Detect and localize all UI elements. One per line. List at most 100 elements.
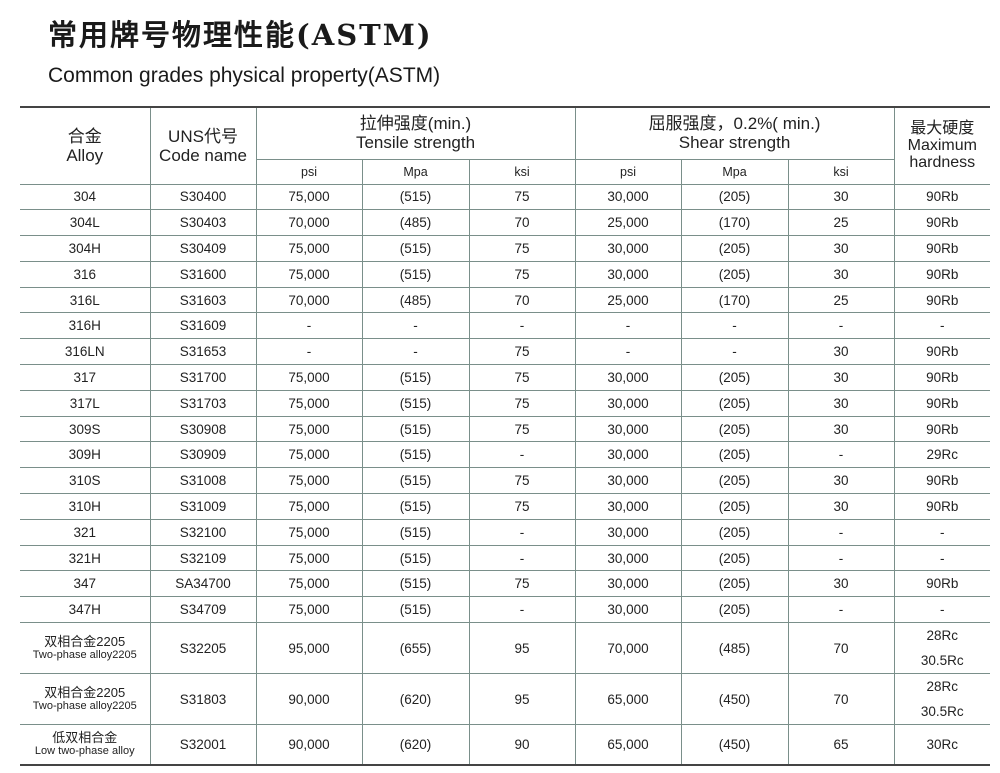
cell-uns: S30908 bbox=[149, 415, 257, 443]
cell-alloy: 317L bbox=[20, 389, 151, 417]
cell-shear-ksi: 65 bbox=[787, 724, 895, 766]
table-row: 低双相合金 Low two-phase alloy S32001 90,000 (620… bbox=[20, 724, 991, 766]
cell-tensile-mpa: (620) bbox=[361, 724, 470, 766]
alloy-name-cn: 双相合金2205 bbox=[44, 634, 126, 650]
cell-tensile-psi: 75,000 bbox=[255, 544, 363, 572]
cell-shear-ksi: 30 bbox=[787, 493, 895, 520]
cell-shear-psi: - bbox=[574, 338, 682, 366]
cell-alloy: 316LN bbox=[20, 338, 151, 366]
table-row: 310S S31008 75,000 (515) 75 30,000 (205) 30 90Rb bbox=[20, 467, 991, 495]
header-tensile-cn: 拉伸强度(min.) bbox=[359, 114, 472, 134]
cell-tensile-psi: 70,000 bbox=[255, 209, 363, 237]
header-shear-en: Shear strength bbox=[678, 133, 791, 153]
cell-hardness: - bbox=[893, 518, 991, 546]
cell-uns: S30403 bbox=[149, 209, 257, 237]
cell-uns: S32109 bbox=[149, 544, 257, 572]
table-row: 317L S31703 75,000 (515) 75 30,000 (205) 30 90Rb bbox=[20, 389, 991, 417]
cell-shear-mpa: (205) bbox=[680, 389, 789, 417]
table-row: 316H S31609- - - - - - - bbox=[20, 312, 991, 340]
cell-tensile-mpa: - bbox=[361, 312, 470, 340]
cell-uns: S31009 bbox=[149, 493, 257, 520]
cell-shear-mpa: - bbox=[680, 312, 789, 340]
cell-tensile-mpa: (485) bbox=[361, 209, 470, 237]
cell-shear-mpa: (205) bbox=[680, 493, 789, 520]
cell-tensile-mpa: (515) bbox=[361, 493, 470, 520]
cell-tensile-psi: 75,000 bbox=[255, 260, 363, 288]
cell-tensile-psi: 75,000 bbox=[255, 467, 363, 495]
cell-tensile-ksi: 75 bbox=[468, 389, 576, 417]
cell-tensile-ksi: 75 bbox=[468, 467, 576, 495]
hardness-value: 28Rc bbox=[926, 679, 959, 695]
cell-tensile-mpa: (515) bbox=[361, 389, 470, 417]
cell-tensile-psi: 75,000 bbox=[255, 235, 363, 262]
cell-uns: S32205 bbox=[149, 622, 257, 675]
cell-shear-psi: 25,000 bbox=[574, 286, 682, 314]
table-row: 304H S30409 75,000 (515) 75 30,000 (205) 30 90Rb bbox=[20, 235, 991, 262]
cell-uns: S31603 bbox=[149, 286, 257, 314]
unit-tensile-mpa: Mpa bbox=[361, 158, 470, 185]
astm-property-table: 合金 Alloy UNS代号 Code name 拉伸强度(min.) Tens… bbox=[20, 106, 991, 766]
cell-hardness: 90Rb bbox=[893, 209, 991, 237]
cell-tensile-mpa: (515) bbox=[361, 364, 470, 391]
header-alloy-en: Alloy bbox=[66, 145, 104, 165]
table-row: 321H S32109 75,000 (515) -30,000 (205) - - bbox=[20, 544, 991, 572]
alloy-name-cn: 低双相合金 bbox=[52, 730, 118, 746]
cell-hardness: 90Rb bbox=[893, 183, 991, 211]
cell-alloy: 321H bbox=[20, 544, 151, 572]
cell-tensile-ksi: - bbox=[468, 441, 576, 469]
cell-hardness: - bbox=[893, 596, 991, 624]
cell-tensile-psi: 75,000 bbox=[255, 493, 363, 520]
cell-shear-mpa: (205) bbox=[680, 518, 789, 546]
cell-tensile-ksi: - bbox=[468, 596, 576, 624]
header-uns-cn: UNS代号 bbox=[168, 126, 238, 146]
cell-shear-ksi: 30 bbox=[787, 415, 895, 443]
header-tensile: 拉伸强度(min.) Tensile strength bbox=[255, 106, 576, 160]
cell-uns: S31600 bbox=[149, 260, 257, 288]
cell-tensile-psi: 75,000 bbox=[255, 441, 363, 469]
cell-alloy: 347 bbox=[20, 570, 151, 598]
cell-alloy: 304H bbox=[20, 235, 151, 262]
cell-hardness: 90Rb bbox=[893, 570, 991, 598]
cell-tensile-psi: 70,000 bbox=[255, 286, 363, 314]
cell-shear-ksi: 30 bbox=[787, 364, 895, 391]
cell-tensile-ksi: 75 bbox=[468, 493, 576, 520]
cell-hardness: 90Rb bbox=[893, 235, 991, 262]
cell-tensile-mpa: (655) bbox=[361, 622, 470, 675]
cell-shear-ksi: - bbox=[787, 441, 895, 469]
cell-tensile-mpa: (515) bbox=[361, 596, 470, 624]
cell-shear-ksi: 25 bbox=[787, 209, 895, 237]
cell-uns: S31008 bbox=[149, 467, 257, 495]
cell-tensile-mpa: (515) bbox=[361, 235, 470, 262]
page-title-cn: 常用牌号物理性能(ASTM) bbox=[48, 18, 433, 52]
header-hardness-en1: Maximum bbox=[907, 137, 977, 155]
header-shear-cn: 屈服强度，0.2%( min.) bbox=[648, 114, 821, 134]
cell-tensile-ksi: 75 bbox=[468, 338, 576, 366]
cell-shear-psi: 30,000 bbox=[574, 389, 682, 417]
cell-tensile-psi: 75,000 bbox=[255, 389, 363, 417]
cell-shear-psi: 30,000 bbox=[574, 493, 682, 520]
alloy-name-en: Low two-phase alloy bbox=[34, 745, 135, 758]
table-row: 双相合金2205 Two-phase alloy2205 S31803 90,000(… bbox=[20, 673, 991, 726]
table-row: 310H S31009 75,000 (515) 75 30,000 (205) 30 90Rb bbox=[20, 493, 991, 520]
hardness-value: 30Rc bbox=[926, 736, 959, 752]
cell-hardness: 90Rb bbox=[893, 467, 991, 495]
cell-shear-ksi: 70 bbox=[787, 673, 895, 726]
alloy-name-en: Two-phase alloy2205 bbox=[32, 700, 137, 713]
cell-tensile-ksi: 75 bbox=[468, 260, 576, 288]
cell-shear-psi: 30,000 bbox=[574, 415, 682, 443]
cell-shear-psi: 30,000 bbox=[574, 183, 682, 211]
cell-tensile-psi: 75,000 bbox=[255, 415, 363, 443]
cell-tensile-psi: 95,000 bbox=[255, 622, 363, 675]
cell-tensile-psi: 90,000 bbox=[255, 724, 363, 766]
alloy-name-en: Two-phase alloy2205 bbox=[32, 649, 137, 662]
cell-shear-mpa: (205) bbox=[680, 467, 789, 495]
cell-shear-ksi: - bbox=[787, 596, 895, 624]
table-row: 321 S32100 75,000 (515) -30,000 (205) - - bbox=[20, 518, 991, 546]
cell-shear-psi: 25,000 bbox=[574, 209, 682, 237]
cell-shear-psi: 30,000 bbox=[574, 596, 682, 624]
cell-alloy: 低双相合金 Low two-phase alloy bbox=[20, 724, 151, 766]
cell-alloy: 310S bbox=[20, 467, 151, 495]
cell-hardness: 90Rb bbox=[893, 364, 991, 391]
cell-shear-ksi: 30 bbox=[787, 338, 895, 366]
cell-alloy: 317 bbox=[20, 364, 151, 391]
